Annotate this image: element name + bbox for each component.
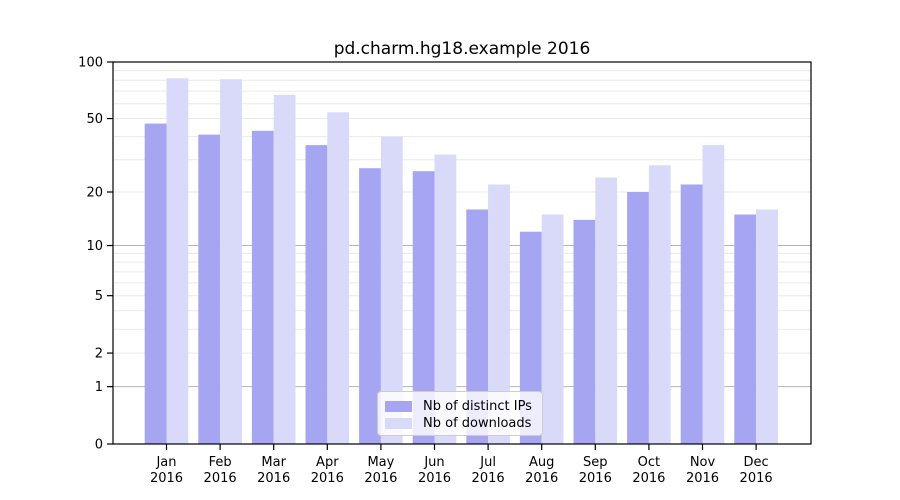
x-tick-label-year: 2016 bbox=[364, 471, 397, 486]
x-tick-label-month: May bbox=[367, 455, 394, 470]
x-tick-label-year: 2016 bbox=[525, 471, 558, 486]
bar-distinct-ips bbox=[359, 168, 381, 444]
bar-distinct-ips bbox=[305, 145, 328, 444]
x-tick-label-month: Mar bbox=[261, 455, 286, 470]
bar-distinct-ips bbox=[466, 209, 489, 444]
bar-downloads bbox=[541, 214, 564, 444]
y-tick-label: 100 bbox=[78, 56, 103, 71]
bar-distinct-ips bbox=[519, 231, 542, 444]
bar-downloads bbox=[595, 177, 618, 444]
legend-swatch-downloads bbox=[385, 418, 412, 429]
bar-downloads bbox=[756, 209, 778, 444]
bar-downloads bbox=[327, 112, 350, 445]
x-tick-label-year: 2016 bbox=[579, 471, 612, 486]
legend-label-downloads: Nb of downloads bbox=[423, 416, 532, 431]
bar-distinct-ips bbox=[734, 214, 757, 444]
legend-item-distinct-ips: Nb of distinct IPs bbox=[385, 398, 542, 415]
bar-downloads bbox=[648, 165, 671, 445]
x-tick-label-month: Jun bbox=[423, 455, 444, 470]
x-tick-label-year: 2016 bbox=[257, 471, 290, 486]
bar-distinct-ips bbox=[680, 184, 703, 444]
x-tick-label-month: Dec bbox=[744, 455, 769, 470]
legend-swatch-ips bbox=[385, 401, 412, 412]
x-tick-label-year: 2016 bbox=[632, 471, 665, 486]
x-tick-label-year: 2016 bbox=[418, 471, 451, 486]
x-tick-label-year: 2016 bbox=[740, 471, 773, 486]
x-tick-label-month: Sep bbox=[583, 455, 608, 470]
legend-label-distinct-ips: Nb of distinct IPs bbox=[423, 399, 532, 414]
x-tick-label-year: 2016 bbox=[472, 471, 505, 486]
x-tick-label-year: 2016 bbox=[686, 471, 719, 486]
x-tick-label-month: Nov bbox=[690, 455, 716, 470]
bar-distinct-ips bbox=[144, 123, 167, 445]
bar-downloads bbox=[702, 145, 725, 444]
x-tick-label-month: Oct bbox=[638, 455, 660, 470]
bar-downloads bbox=[220, 79, 242, 444]
bar-downloads bbox=[488, 184, 510, 444]
bar-distinct-ips bbox=[573, 219, 596, 444]
plot-frame bbox=[112, 61, 812, 445]
y-tick-label: 1 bbox=[95, 380, 103, 395]
x-tick-label-month: Aug bbox=[529, 455, 554, 470]
bar-distinct-ips bbox=[412, 171, 435, 444]
bar-downloads bbox=[273, 94, 296, 445]
y-tick-label: 20 bbox=[86, 186, 103, 201]
x-tick-label-year: 2016 bbox=[311, 471, 344, 486]
bar-downloads bbox=[380, 136, 403, 444]
y-tick-label: 0 bbox=[95, 438, 103, 453]
x-tick-label-month: Jan bbox=[155, 455, 176, 470]
x-tick-label-year: 2016 bbox=[204, 471, 237, 486]
bar-distinct-ips bbox=[198, 134, 221, 444]
x-tick-label-month: Jul bbox=[479, 455, 496, 470]
chart-title: pd.charm.hg18.example 2016 bbox=[333, 39, 591, 59]
legend-item-downloads: Nb of downloads bbox=[385, 415, 542, 432]
x-tick-label-month: Apr bbox=[316, 455, 339, 470]
x-tick-label-year: 2016 bbox=[150, 471, 183, 486]
bar-downloads bbox=[434, 154, 457, 444]
y-tick-label: 10 bbox=[86, 239, 103, 254]
y-tick-label: 5 bbox=[95, 289, 103, 304]
bar-distinct-ips bbox=[251, 130, 274, 444]
y-tick-label: 50 bbox=[86, 112, 103, 127]
x-tick-label-month: Feb bbox=[209, 455, 232, 470]
bar-downloads bbox=[166, 78, 189, 444]
y-tick-label: 2 bbox=[95, 347, 103, 362]
legend: Nb of distinct IPs Nb of downloads bbox=[377, 391, 543, 436]
bar-distinct-ips bbox=[627, 192, 649, 444]
